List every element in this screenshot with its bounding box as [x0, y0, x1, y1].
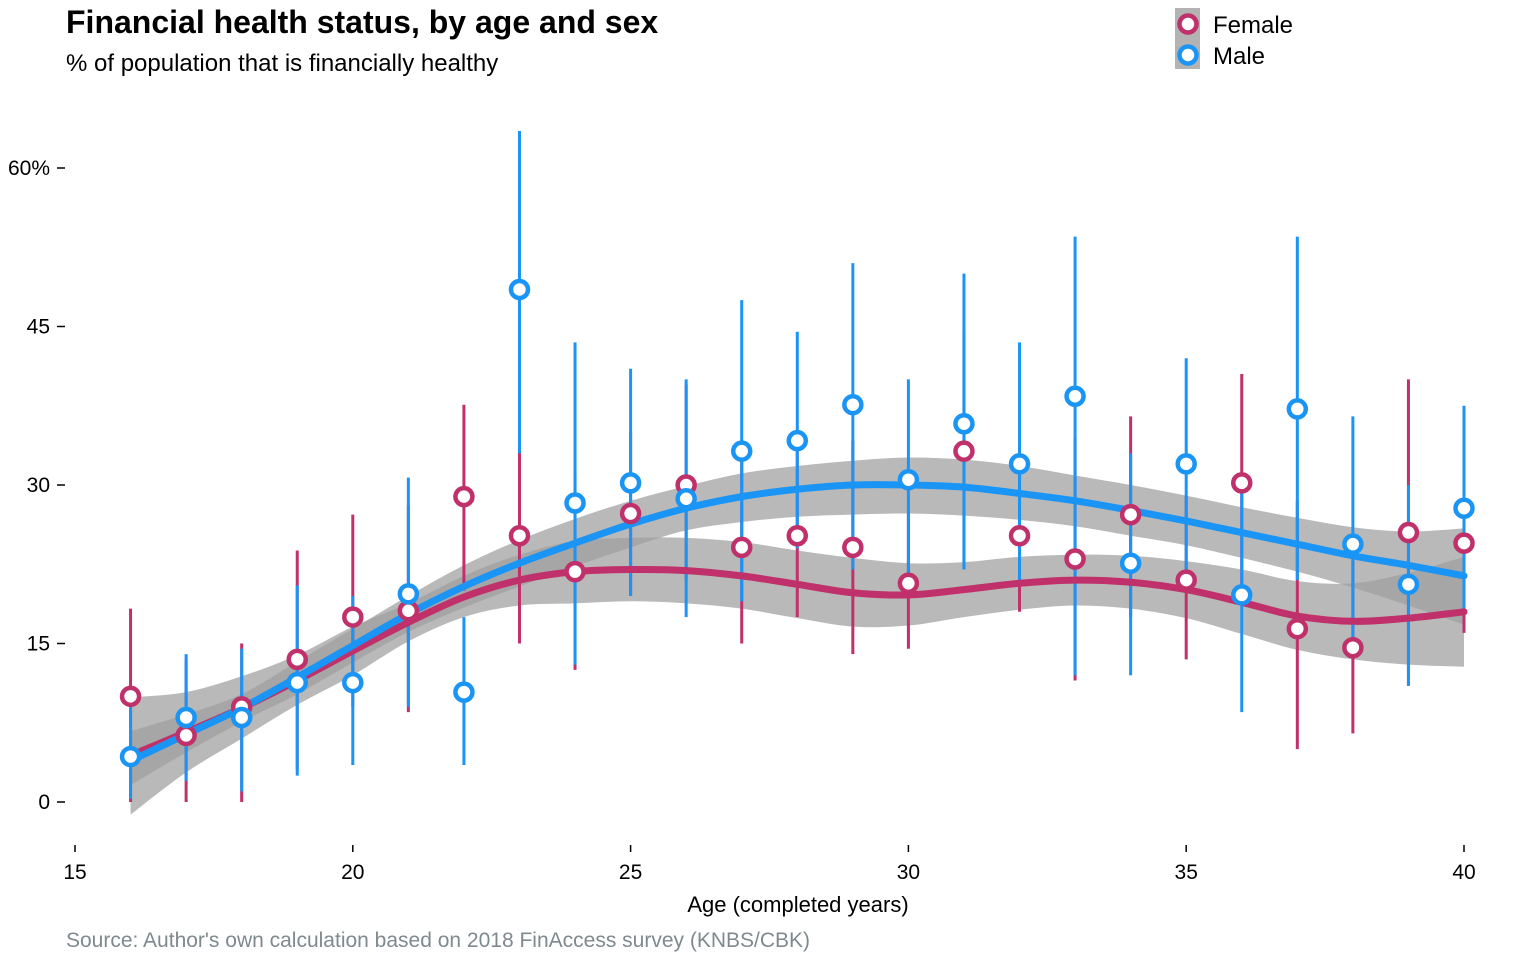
y-tick-label: 60%	[8, 157, 50, 180]
y-axis: 0 15 30 45 60%	[8, 157, 65, 814]
error-bars	[129, 131, 1466, 802]
x-axis: 15 20 25 30 35 40	[63, 845, 1476, 884]
legend-key-female	[1177, 13, 1199, 35]
legend-key-male	[1177, 44, 1199, 66]
legend-label-male: Male	[1213, 43, 1265, 70]
x-tick-label: 20	[341, 861, 364, 884]
data-point-male	[508, 278, 531, 301]
x-tick-label: 30	[897, 861, 920, 884]
data-point-female	[175, 724, 197, 747]
data-point-female	[619, 502, 642, 525]
data-point-male	[786, 429, 809, 452]
data-point-male	[342, 671, 364, 694]
data-point-female	[286, 648, 308, 671]
data-point-male	[1453, 497, 1475, 519]
data-point-female	[953, 440, 975, 462]
data-point-male	[1397, 573, 1420, 596]
data-point-female	[730, 536, 753, 559]
data-point-female	[1286, 617, 1309, 640]
data-point-male	[1064, 385, 1086, 407]
chart-subtitle: % of population that is financially heal…	[66, 50, 499, 77]
data-point-male	[619, 472, 642, 494]
data-point-female	[1453, 532, 1475, 554]
data-point-male	[1231, 584, 1253, 606]
data-point-male	[897, 468, 920, 491]
data-point-male	[953, 412, 975, 435]
data-point-male	[1175, 453, 1197, 475]
data-points	[119, 278, 1475, 768]
y-tick-label: 45	[27, 316, 50, 339]
data-point-male	[175, 706, 197, 729]
x-axis-title: Age (completed years)	[687, 892, 908, 917]
data-point-male	[1342, 533, 1364, 555]
legend: Female Male	[1175, 8, 1293, 70]
data-point-male	[286, 671, 308, 694]
data-point-male	[675, 487, 697, 510]
data-point-female	[897, 572, 920, 595]
data-point-female	[342, 606, 364, 628]
x-tick-label: 25	[619, 861, 642, 884]
data-point-male	[1008, 453, 1031, 475]
smooth-line-male	[127, 481, 1468, 765]
y-tick-label: 0	[38, 791, 50, 814]
data-point-female	[453, 485, 475, 508]
data-point-male	[397, 583, 420, 605]
data-point-female	[842, 536, 864, 559]
data-point-female	[508, 524, 531, 547]
data-point-male	[1286, 398, 1309, 420]
data-point-female	[1008, 524, 1031, 547]
data-point-male	[119, 745, 142, 768]
x-tick-label: 35	[1175, 861, 1198, 884]
data-point-male	[1119, 552, 1142, 574]
y-tick-label: 15	[27, 633, 50, 656]
data-point-female	[1231, 472, 1253, 494]
data-point-female	[397, 599, 420, 622]
data-point-female	[786, 524, 809, 547]
data-point-male	[564, 492, 586, 514]
data-point-male	[453, 681, 475, 703]
y-tick-label: 30	[27, 474, 50, 497]
data-point-male	[730, 440, 753, 462]
x-tick-label: 15	[63, 861, 86, 884]
chart-caption: Source: Author's own calculation based o…	[66, 929, 811, 952]
x-tick-label: 40	[1452, 861, 1475, 884]
data-point-female	[119, 685, 142, 708]
data-point-female	[1175, 569, 1197, 591]
data-point-female	[1342, 636, 1364, 659]
data-point-female	[1064, 548, 1086, 570]
data-point-female	[1119, 503, 1142, 526]
data-point-male	[230, 706, 253, 729]
data-point-female	[564, 560, 586, 583]
chart-title: Financial health status, by age and sex	[66, 4, 659, 40]
legend-label-female: Female	[1213, 12, 1293, 39]
data-point-male	[842, 393, 864, 416]
data-point-female	[1397, 521, 1420, 544]
